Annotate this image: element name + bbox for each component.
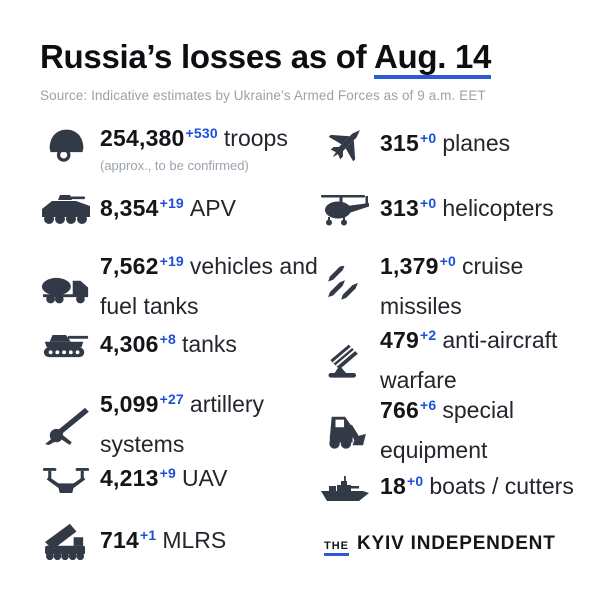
source-line: Source: Indicative estimates by Ukraine’… <box>40 88 486 103</box>
special-equipment-icon <box>316 413 374 451</box>
stat-row-special-equipment: 766+6 special equipment <box>316 392 588 472</box>
stat-label: tanks <box>181 331 237 357</box>
stat-label: UAV <box>181 465 228 491</box>
logo-name: KYIV INDEPENDENT <box>357 533 556 554</box>
stat-row-mlrs: 714+1 MLRS <box>38 522 320 562</box>
stat-value: 5,099 <box>100 391 159 417</box>
page-title: Russia’s losses as of Aug. 14 <box>40 38 491 79</box>
stat-value: 479 <box>380 327 419 353</box>
stat-label: troops <box>223 125 288 151</box>
stat-delta: +6 <box>419 397 437 413</box>
stat-label: planes <box>442 130 511 156</box>
stat-row-artillery: 5,099+27 artillery systems <box>38 386 320 466</box>
stat-delta: +530 <box>185 125 218 141</box>
stat-row-apv: 8,354+19 APV <box>38 190 320 230</box>
stat-note: (approx., to be confirmed) <box>100 158 249 173</box>
stat-value: 4,306 <box>100 331 159 357</box>
anti-aircraft-icon <box>316 340 374 384</box>
stat-row-uav: 4,213+9 UAV <box>38 460 320 500</box>
mlrs-icon <box>38 522 94 562</box>
stat-value: 714 <box>100 527 139 553</box>
stat-value: 254,380 <box>100 125 185 151</box>
stat-delta: +0 <box>419 130 437 146</box>
stat-value: 18 <box>380 473 406 499</box>
stat-label: helicopters <box>442 195 554 221</box>
stat-row-cruise-missiles: 1,379+0 cruise missiles <box>316 248 588 328</box>
stat-row-tanks: 4,306+8 tanks <box>38 326 320 366</box>
stat-label: MLRS <box>162 527 227 553</box>
stat-delta: +19 <box>159 195 184 211</box>
helmet-icon <box>38 124 94 169</box>
kyiv-independent-logo: THE KYIV INDEPENDENT <box>324 533 556 556</box>
fuel-truck-icon <box>38 271 94 306</box>
stat-delta: +27 <box>159 391 184 407</box>
stat-delta: +0 <box>419 195 437 211</box>
stat-value: 766 <box>380 397 419 423</box>
apv-icon <box>38 193 94 227</box>
title-date-underlined: Aug. 14 <box>373 38 491 79</box>
jet-icon <box>316 122 374 168</box>
stat-value: 1,379 <box>380 253 439 279</box>
stat-value: 7,562 <box>100 253 159 279</box>
stat-label: artillery systems <box>100 391 265 457</box>
stat-value: 315 <box>380 130 419 156</box>
cruise-missiles-icon <box>316 266 374 310</box>
helicopter-icon <box>316 193 374 227</box>
stat-row-planes: 315+0 planes <box>316 122 588 168</box>
stat-row-helicopters: 313+0 helicopters <box>316 190 588 230</box>
tank-icon <box>38 329 94 364</box>
stat-row-vehicles: 7,562+19 vehicles and fuel tanks <box>38 248 320 328</box>
stat-row-anti-aircraft: 479+2 anti-aircraft warfare <box>316 322 588 402</box>
stat-label: cruise missiles <box>380 253 524 319</box>
stat-value: 313 <box>380 195 419 221</box>
stat-delta: +8 <box>159 331 176 347</box>
stat-label: vehicles and fuel tanks <box>100 253 318 319</box>
stat-value: 4,213 <box>100 465 159 491</box>
stat-label: special equipment <box>380 397 514 463</box>
stat-label: anti-aircraft warfare <box>380 327 558 393</box>
stat-delta: +0 <box>406 473 424 489</box>
title-text: Russia’s losses as of <box>40 38 374 75</box>
stat-delta: +9 <box>159 465 176 481</box>
artillery-icon <box>38 406 94 446</box>
boat-icon <box>316 473 374 503</box>
stat-label: boats / cutters <box>429 473 574 499</box>
stat-delta: +1 <box>139 527 157 543</box>
stat-label: APV <box>189 195 236 221</box>
stat-delta: +0 <box>439 253 456 269</box>
logo-the: THE <box>324 540 349 556</box>
stat-delta: +2 <box>419 327 437 343</box>
drone-icon <box>38 464 94 497</box>
stat-row-troops: 254,380+530 troops (approx., to be confir… <box>38 120 320 173</box>
stat-value: 8,354 <box>100 195 159 221</box>
stat-delta: +19 <box>159 253 184 269</box>
stat-row-boats: 18+0 boats / cutters <box>316 468 588 508</box>
